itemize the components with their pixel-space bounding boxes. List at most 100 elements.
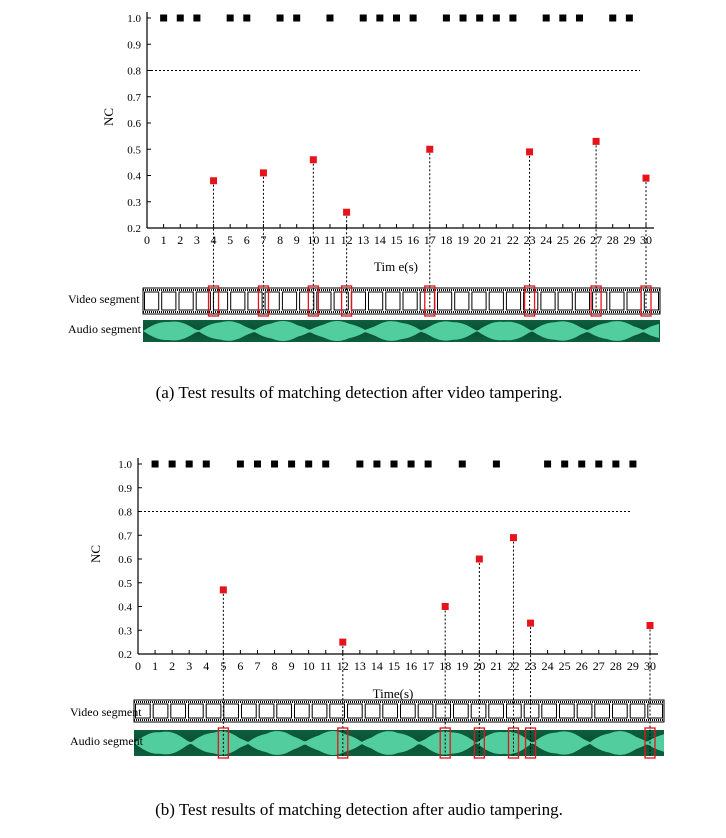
panel-b-video-strip-frame-cell	[241, 703, 257, 719]
panel-b-y-tick-label: 0.6	[118, 554, 132, 566]
panel-a-tampered-point	[426, 145, 434, 153]
panel-a-x-tick-label: 6	[244, 233, 250, 247]
panel-a-matched-point	[160, 14, 168, 22]
panel-a-caption: (a) Test results of matching detection a…	[156, 383, 563, 402]
panel-a-video-strip-frame-cell	[178, 291, 194, 311]
panel-b-x-tick-label: 21	[490, 659, 502, 673]
panel-b-video-strip-frame-cell	[523, 703, 540, 719]
panel-a-matched-point	[476, 14, 484, 22]
panel-a-audio-segment-label: Audio segment	[68, 322, 142, 336]
panel-a-matched-point	[293, 14, 301, 22]
panel-b-video-strip-frame-cell	[488, 703, 504, 719]
panel-b-matched-point	[305, 460, 313, 468]
panel-a-matched-point	[542, 14, 550, 22]
panel-b-video-strip-frame-cell	[417, 703, 434, 719]
panel-b-audio-strip-waveform	[134, 731, 664, 755]
panel-b-audio-tamper-box	[217, 727, 229, 759]
panel-a-matched-point	[376, 14, 384, 22]
panel-a: 0.20.30.40.50.60.70.80.91.00 1 2 3 4 5 6 7 8 9 10 1…	[68, 12, 661, 402]
panel-a-y-tick-label: 0.9	[127, 39, 141, 51]
panel-b-matched-point	[356, 460, 364, 468]
panel-a-x-tick-label: 0	[144, 233, 150, 247]
panel-b-y-tick-label: 1.0	[118, 459, 132, 471]
panel-a-video-tamper-box	[590, 285, 602, 317]
panel-a-video-strip-frame-cell	[281, 291, 298, 311]
panel-a-matched-point	[276, 14, 284, 22]
panel-a-x-tick-label: 7	[260, 233, 266, 247]
panel-b-matched-point	[629, 460, 637, 468]
panel-b-video-strip-frame-cell	[364, 703, 381, 719]
panel-b-y-tick-label: 0.8	[118, 507, 132, 519]
panel-b-tampered-point	[339, 638, 347, 646]
panel-b-matched-point	[322, 460, 330, 468]
panel-b-tampered-point	[219, 586, 227, 594]
panel-a-tampered-point	[343, 208, 351, 216]
panel-a-matched-point	[226, 14, 234, 22]
panel-a-x-tick-label: 26	[573, 233, 585, 247]
panel-b-x-tick-label: 15	[388, 659, 400, 673]
panel-a-matched-point	[243, 14, 251, 22]
panel-a-x-tick-label: 16	[407, 233, 419, 247]
panel-a-matched-point	[409, 14, 417, 22]
panel-a-x-tick-label: 2	[177, 233, 183, 247]
panel-a-video-strip-frame-cell	[419, 291, 435, 311]
panel-a-plot: 0.20.30.40.50.60.70.80.91.00 1 2 3 4 5 6 7 8 9 10 1…	[127, 12, 661, 342]
panel-a-y-tick-label: 0.3	[127, 197, 141, 209]
panel-b-tampered-point	[646, 622, 654, 629]
panel-b-x-tick-label: 1	[152, 659, 158, 673]
panel-a-matched-point	[575, 14, 583, 22]
panel-b: 0.20.30.40.50.60.70.80.91.00123456789101…	[70, 458, 665, 819]
panel-b-video-strip-frame-cell	[453, 703, 469, 719]
panel-b-audio-tamper-box	[644, 727, 656, 759]
panel-a-video-strip-frame-cell	[230, 291, 246, 311]
panel-b-video-strip-frame-cell	[205, 703, 222, 719]
panel-b-y-tick-label: 0.5	[118, 578, 132, 590]
panel-b-matched-point	[578, 460, 586, 468]
panel-b-video-strip-frame-cell	[470, 703, 487, 719]
panel-b-matched-point	[253, 460, 261, 468]
panel-a-video-strip-frame-cell	[557, 291, 573, 311]
panel-b-audio-tamper-box	[337, 727, 349, 759]
panel-a-x-tick-label: 21	[490, 233, 502, 247]
panel-b-x-tick-label: 6	[237, 659, 243, 673]
panel-a-video-strip-frame-cell	[195, 291, 211, 311]
panel-a-tampered-point	[259, 169, 267, 177]
panel-a-x-tick-label: 9	[294, 233, 300, 247]
panel-b-audio-tamper-box	[507, 727, 520, 759]
panel-b-x-tick-label: 12	[337, 659, 349, 673]
panel-a-video-strip-frame-cell	[161, 291, 177, 311]
panel-b-x-tick-label: 26	[576, 659, 588, 673]
panel-b-video-strip-frame-cell	[329, 703, 345, 719]
panel-a-y-tick-label: 0.6	[127, 118, 141, 130]
panel-b-video-strip-frame-cell	[594, 703, 610, 719]
panel-a-video-tamper-box	[523, 285, 536, 317]
panel-a-x-tick-label: 20	[474, 233, 486, 247]
panel-a-matched-point	[326, 14, 334, 22]
panel-a-video-strip-frame-cell	[212, 291, 229, 311]
panel-a-video-strip-frame-cell	[350, 291, 366, 311]
panel-b-matched-point	[612, 460, 620, 468]
panel-b-matched-point	[544, 460, 552, 468]
panel-b-tampered-point	[509, 534, 517, 542]
panel-b-y-tick-label: 0.7	[118, 530, 132, 542]
panel-b-x-tick-label: 27	[593, 659, 605, 673]
panel-b-x-tick-label: 0	[135, 659, 141, 673]
panel-a-tampered-point	[526, 148, 534, 156]
panel-a-x-tick-label: 27	[590, 233, 602, 247]
panel-a-video-strip-frame-cell	[437, 291, 453, 311]
panel-b-video-strip-frame-cell	[188, 703, 204, 719]
panel-b-audio-tamper-box	[473, 727, 485, 759]
panel-a-video-strip-frame-cell	[144, 291, 160, 311]
panel-b-audio-segment-label: Audio segment	[70, 734, 144, 748]
panel-b-plot: 0.20.30.40.50.60.70.80.91.00123456789101…	[118, 458, 665, 759]
panel-b-video-segment-label: Video segment	[70, 705, 142, 719]
panel-a-video-strip-frame	[142, 287, 661, 315]
panel-b-video-strip-frame-cell	[576, 703, 593, 719]
panel-b-y-tick-label: 0.4	[118, 602, 132, 614]
panel-a-matched-point	[459, 14, 467, 22]
panel-b-matched-point	[407, 460, 415, 468]
panel-b-x-tick-label: 20	[473, 659, 485, 673]
panel-a-x-tick-label: 18	[440, 233, 452, 247]
panel-a-x-tick-label: 17	[424, 233, 436, 247]
panel-a-video-tamper-box	[340, 285, 353, 317]
